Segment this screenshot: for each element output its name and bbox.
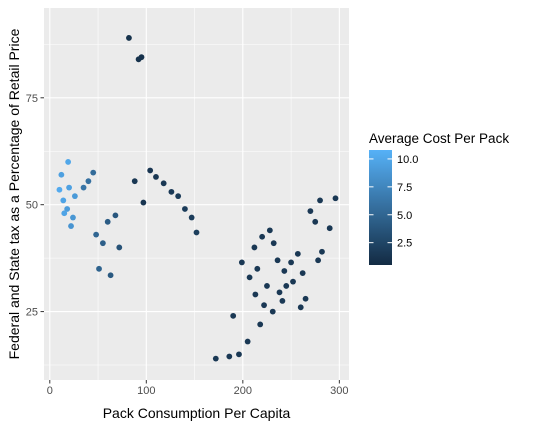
data-point <box>107 272 114 279</box>
data-point <box>60 197 67 204</box>
data-point <box>259 233 266 240</box>
data-point <box>168 188 175 195</box>
legend-break-label: 2.5 <box>397 238 412 250</box>
data-point <box>56 186 63 193</box>
x-tick-label: 300 <box>330 385 348 397</box>
data-point <box>61 210 68 217</box>
data-point <box>126 35 132 41</box>
data-point <box>238 259 245 266</box>
x-tick-label: 0 <box>47 385 53 397</box>
data-point <box>332 195 339 202</box>
data-point <box>270 240 277 247</box>
data-point <box>254 265 261 272</box>
data-point <box>212 355 219 362</box>
x-axis-ticks: 0 100 200 300 <box>47 380 349 397</box>
legend-breaks: 2.5 5.0 7.5 10.0 <box>369 154 418 250</box>
data-point <box>236 351 242 358</box>
data-point <box>312 218 319 225</box>
data-point <box>244 338 251 345</box>
data-point <box>307 208 314 215</box>
data-point <box>96 265 102 272</box>
data-point <box>230 312 237 319</box>
grid-minor <box>44 8 349 380</box>
data-point <box>116 244 123 251</box>
y-tick-label: 50 <box>26 200 38 212</box>
legend-title: Average Cost Per Pack <box>369 131 509 146</box>
data-point <box>251 244 258 251</box>
data-point <box>66 184 72 191</box>
data-point <box>261 302 267 309</box>
data-point <box>70 214 76 221</box>
plot-panel <box>44 8 349 380</box>
data-point <box>64 206 71 212</box>
data-point <box>104 218 111 225</box>
y-tick-label: 25 <box>26 307 38 319</box>
data-points <box>56 35 339 362</box>
data-point <box>68 223 74 229</box>
legend-colorbar <box>369 150 392 265</box>
data-point <box>80 184 87 191</box>
data-point <box>160 180 167 187</box>
legend-break-label: 7.5 <box>397 182 412 194</box>
x-tick-label: 100 <box>137 385 155 397</box>
legend-break-label: 10.0 <box>397 154 418 166</box>
data-point <box>299 270 306 276</box>
data-point <box>138 54 145 61</box>
y-axis-ticks: 25 50 75 <box>26 93 44 319</box>
data-point <box>266 227 273 234</box>
data-point <box>175 193 182 200</box>
data-point <box>302 295 309 302</box>
data-point <box>131 178 138 185</box>
data-point <box>290 278 296 285</box>
data-point <box>297 304 304 311</box>
data-point <box>276 289 283 296</box>
data-point <box>188 214 195 221</box>
data-point <box>315 257 322 264</box>
data-point <box>269 308 276 315</box>
data-point <box>182 206 188 212</box>
data-point <box>99 240 106 247</box>
data-point <box>71 193 78 200</box>
data-point <box>93 231 100 238</box>
data-point <box>279 298 286 304</box>
legend-break-label: 5.0 <box>397 210 412 222</box>
y-axis-title: Federal and State tax as a Percentage of… <box>6 28 22 359</box>
data-point <box>319 248 325 255</box>
data-point <box>246 274 253 281</box>
data-point <box>257 321 264 328</box>
data-point <box>252 291 259 298</box>
data-point <box>193 229 200 236</box>
data-point <box>226 353 233 360</box>
data-point <box>153 174 159 180</box>
data-point <box>274 257 281 264</box>
x-tick-label: 200 <box>234 385 252 397</box>
data-point <box>140 199 147 206</box>
grid-major <box>44 8 349 380</box>
x-axis-title: Pack Consumption Per Capita <box>103 405 291 421</box>
data-point <box>288 259 294 266</box>
data-point <box>281 268 288 274</box>
data-point <box>90 169 97 176</box>
data-point <box>317 197 323 204</box>
data-point <box>264 283 270 289</box>
data-point <box>326 225 333 232</box>
data-point <box>283 283 290 289</box>
y-tick-label: 75 <box>26 93 38 105</box>
data-point <box>85 178 92 185</box>
data-point <box>58 171 65 178</box>
data-point <box>112 212 119 219</box>
data-point <box>294 250 301 257</box>
data-point <box>147 167 154 174</box>
data-point <box>65 159 72 165</box>
legend: Average Cost Per Pack 2.5 5.0 7.5 10.0 <box>369 131 509 265</box>
